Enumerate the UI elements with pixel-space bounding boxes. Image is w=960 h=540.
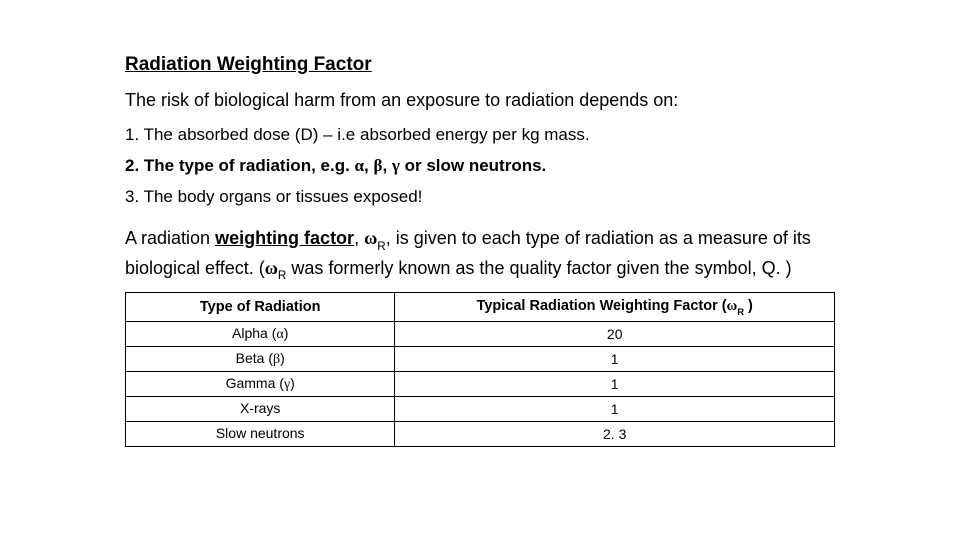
- page-title: Radiation Weighting Factor: [125, 54, 840, 76]
- cell-type: Beta (β): [126, 347, 395, 372]
- omega-symbol-header: ω: [727, 298, 738, 314]
- cell-factor: 2. 3: [395, 422, 835, 447]
- list-item-2: 2. The type of radiation, e.g. α, β, γ o…: [125, 156, 840, 176]
- cell-factor: 1: [395, 347, 835, 372]
- subscript-r-header: R: [737, 306, 744, 317]
- table-row: Slow neutrons 2. 3: [126, 422, 835, 447]
- list-item-2-post: or slow neutrons.: [400, 156, 546, 175]
- type-pre: Gamma (: [226, 375, 284, 391]
- subscript-r-2: R: [278, 269, 286, 282]
- type-pre: Slow neutrons: [216, 425, 305, 441]
- alpha-symbol: α: [355, 156, 365, 175]
- sep-1: ,: [364, 156, 373, 175]
- table-row: Gamma (γ) 1: [126, 372, 835, 397]
- type-post: ): [280, 350, 285, 366]
- gamma-symbol: γ: [392, 156, 400, 175]
- sep-2: ,: [382, 156, 391, 175]
- paragraph: A radiation weighting factor, ωR, is giv…: [125, 225, 840, 284]
- weighting-factor-table: Type of Radiation Typical Radiation Weig…: [125, 292, 835, 447]
- para-e: was formerly known as the quality factor…: [286, 258, 791, 278]
- table-body: Alpha (α) 20 Beta (β) 1 Gamma (γ) 1 X-ra…: [126, 322, 835, 447]
- table-row: X-rays 1: [126, 397, 835, 422]
- cell-type: Slow neutrons: [126, 422, 395, 447]
- cell-type: Alpha (α): [126, 322, 395, 347]
- header-factor-post: ): [744, 298, 753, 314]
- omega-symbol-1: ω: [364, 228, 377, 248]
- table-header-factor: Typical Radiation Weighting Factor (ωR ): [395, 293, 835, 322]
- subscript-r-1: R: [377, 240, 385, 253]
- cell-factor: 1: [395, 372, 835, 397]
- list-item-3: 3. The body organs or tissues exposed!: [125, 187, 840, 207]
- type-sym: α: [276, 327, 283, 342]
- table-header-type: Type of Radiation: [126, 293, 395, 322]
- cell-factor: 1: [395, 397, 835, 422]
- type-pre: X-rays: [240, 400, 280, 416]
- type-pre: Beta (: [236, 350, 273, 366]
- header-factor-pre: Typical Radiation Weighting Factor (: [477, 298, 727, 314]
- list-item-2-pre: 2. The type of radiation, e.g.: [125, 156, 355, 175]
- table-header-row: Type of Radiation Typical Radiation Weig…: [126, 293, 835, 322]
- weighting-factor-term: weighting factor: [215, 228, 354, 248]
- cell-factor: 20: [395, 322, 835, 347]
- para-c: ,: [354, 228, 364, 248]
- table-row: Beta (β) 1: [126, 347, 835, 372]
- cell-type: Gamma (γ): [126, 372, 395, 397]
- type-pre: Alpha (: [232, 325, 276, 341]
- table-row: Alpha (α) 20: [126, 322, 835, 347]
- list-item-1: 1. The absorbed dose (D) – i.e absorbed …: [125, 125, 840, 145]
- cell-type: X-rays: [126, 397, 395, 422]
- omega-symbol-2: ω: [265, 258, 278, 278]
- type-post: ): [290, 375, 295, 391]
- para-a: A radiation: [125, 228, 215, 248]
- document-page: Radiation Weighting Factor The risk of b…: [0, 0, 960, 467]
- type-post: ): [284, 325, 289, 341]
- intro-text: The risk of biological harm from an expo…: [125, 90, 840, 111]
